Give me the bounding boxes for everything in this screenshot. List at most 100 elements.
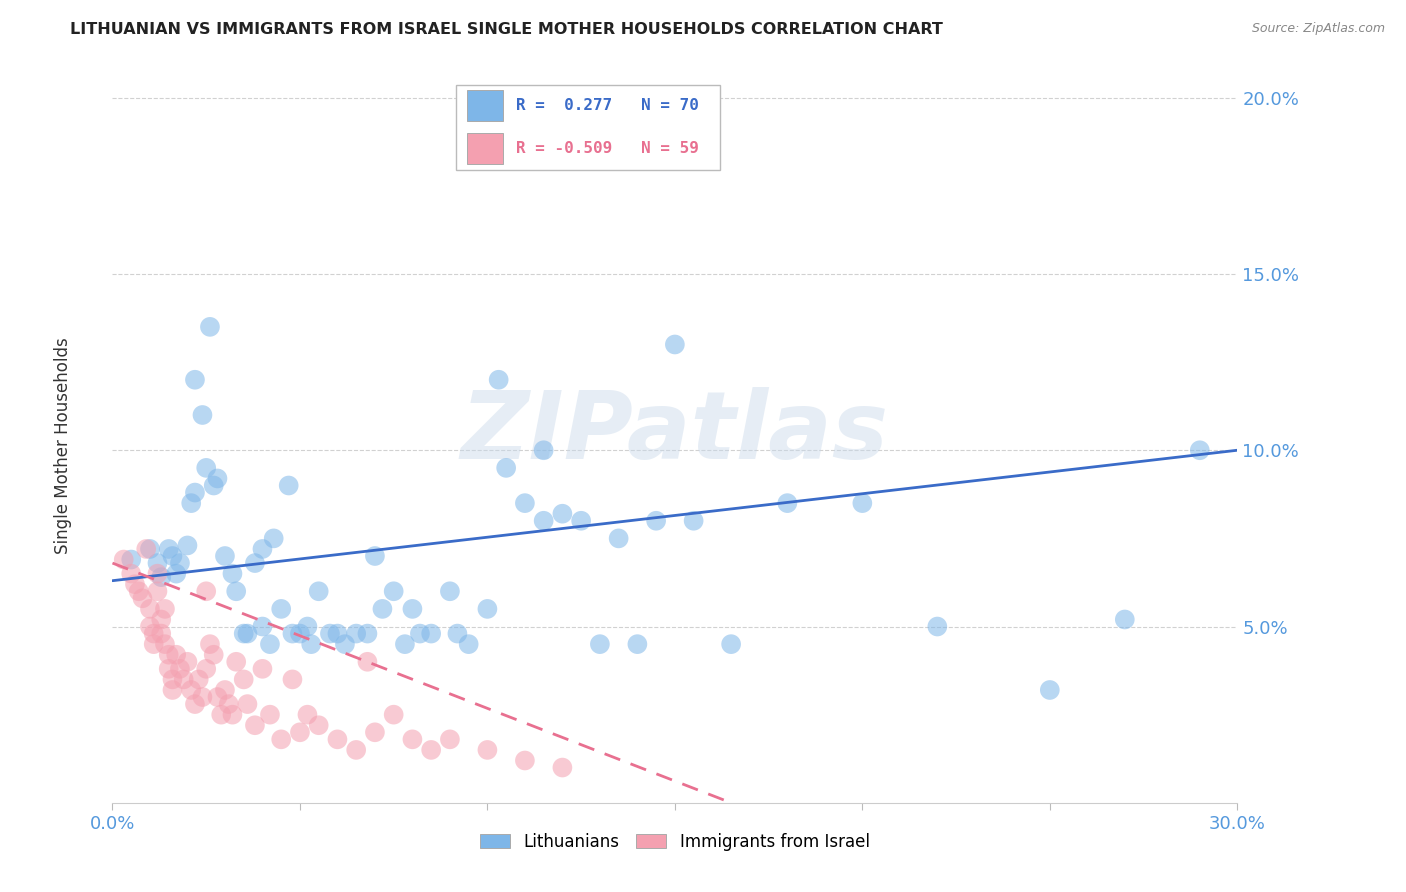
Point <box>356 626 378 640</box>
Point <box>195 662 218 676</box>
Text: Single Mother Households: Single Mother Households <box>55 338 72 554</box>
Point <box>439 732 461 747</box>
Point <box>326 626 349 640</box>
Point <box>214 683 236 698</box>
FancyBboxPatch shape <box>456 85 720 169</box>
Point <box>664 337 686 351</box>
Point <box>191 408 214 422</box>
Point <box>207 690 229 704</box>
Point <box>225 584 247 599</box>
Point <box>184 697 207 711</box>
Point <box>214 549 236 563</box>
Point <box>288 725 311 739</box>
Point <box>131 591 153 606</box>
Point <box>488 373 510 387</box>
Point <box>153 602 176 616</box>
Point <box>569 514 592 528</box>
Point <box>232 673 254 687</box>
Point <box>195 461 218 475</box>
Point <box>139 619 162 633</box>
Point <box>270 732 292 747</box>
Point <box>146 566 169 581</box>
Point <box>202 478 225 492</box>
Text: LITHUANIAN VS IMMIGRANTS FROM ISRAEL SINGLE MOTHER HOUSEHOLDS CORRELATION CHART: LITHUANIAN VS IMMIGRANTS FROM ISRAEL SIN… <box>70 22 943 37</box>
Point <box>281 626 304 640</box>
Point <box>128 584 150 599</box>
Point <box>308 584 330 599</box>
Point <box>477 602 499 616</box>
Point <box>364 549 387 563</box>
Point <box>344 626 367 640</box>
Point <box>243 556 266 570</box>
Point <box>495 461 517 475</box>
Point <box>162 683 184 698</box>
Point <box>477 743 499 757</box>
Point <box>176 655 198 669</box>
Point <box>150 626 173 640</box>
Point <box>209 707 232 722</box>
FancyBboxPatch shape <box>467 133 503 164</box>
Point <box>207 471 229 485</box>
Point <box>371 602 394 616</box>
Point <box>252 619 274 633</box>
Point <box>169 662 191 676</box>
Point <box>263 532 285 546</box>
Point <box>927 619 949 633</box>
Point <box>319 626 342 640</box>
Point <box>645 514 668 528</box>
Point <box>162 549 184 563</box>
Point <box>165 566 187 581</box>
Point <box>124 577 146 591</box>
Point <box>221 566 243 581</box>
Point <box>146 556 169 570</box>
Point <box>1114 612 1136 626</box>
Point <box>288 626 311 640</box>
Point <box>533 514 555 528</box>
Point <box>139 602 162 616</box>
Point <box>236 626 259 640</box>
Point <box>165 648 187 662</box>
Point <box>150 570 173 584</box>
Point <box>142 626 165 640</box>
Text: R = -0.509   N = 59: R = -0.509 N = 59 <box>516 141 699 156</box>
Point <box>221 707 243 722</box>
Point <box>236 697 259 711</box>
Point <box>173 673 195 687</box>
Text: R =  0.277   N = 70: R = 0.277 N = 70 <box>516 98 699 113</box>
Point <box>198 637 221 651</box>
Point <box>139 541 162 556</box>
Point <box>259 637 281 651</box>
Point <box>607 532 630 546</box>
Point <box>364 725 387 739</box>
Point <box>457 637 479 651</box>
Point <box>252 662 274 676</box>
Point <box>356 655 378 669</box>
Point <box>382 707 405 722</box>
Point <box>446 626 468 640</box>
Point <box>344 743 367 757</box>
Point <box>297 707 319 722</box>
Point <box>191 690 214 704</box>
Point <box>198 319 221 334</box>
Point <box>232 626 254 640</box>
Point <box>277 478 299 492</box>
Point <box>1039 683 1062 698</box>
Point <box>120 566 142 581</box>
Point <box>682 514 704 528</box>
Point <box>551 760 574 774</box>
Point <box>176 538 198 552</box>
Point <box>401 602 423 616</box>
Point <box>225 655 247 669</box>
Point <box>218 697 240 711</box>
Point <box>333 637 356 651</box>
Point <box>420 743 443 757</box>
Text: ZIPatlas: ZIPatlas <box>461 386 889 479</box>
Point <box>299 637 322 651</box>
Point <box>157 541 180 556</box>
Point <box>162 673 184 687</box>
Point <box>776 496 799 510</box>
Point <box>184 485 207 500</box>
Point <box>157 648 180 662</box>
Point <box>150 612 173 626</box>
Point <box>326 732 349 747</box>
